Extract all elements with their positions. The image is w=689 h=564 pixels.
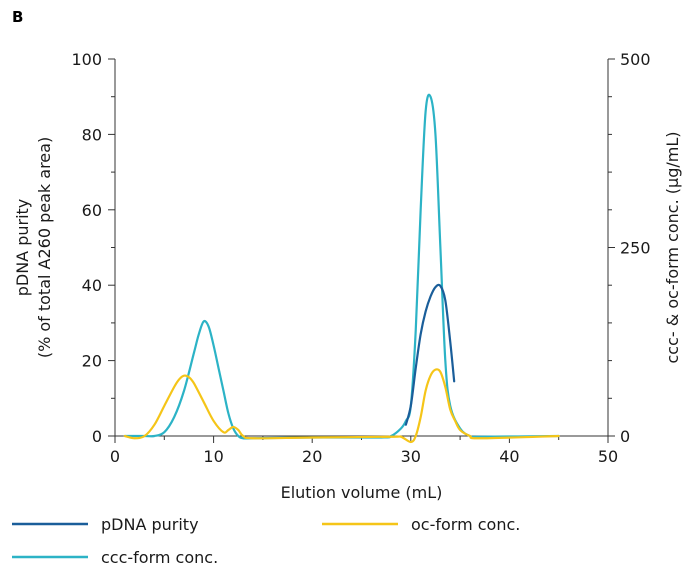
x-tick-label: 0 [110, 447, 120, 466]
series-line-pdna-purity [404, 283, 456, 426]
series-line-oc-form-conc [123, 368, 560, 444]
y-left-axis-title-line2: (% of total A260 peak area) [35, 137, 54, 358]
y-left-axis-title-line1: pDNA purity [13, 199, 32, 297]
y-right-axis-title: ccc- & oc-form conc. (µg/mL) [663, 132, 682, 364]
y-left-tick-label: 20 [82, 352, 102, 371]
y-left-tick-label: 100 [71, 50, 102, 69]
y-right-tick-label: 0 [620, 427, 630, 446]
y-left-tick-label: 80 [82, 125, 102, 144]
x-tick-label: 30 [401, 447, 421, 466]
legend: pDNA purity oc-form conc. ccc-form conc. [12, 515, 520, 564]
series-line-ccc-form-conc [123, 93, 560, 440]
y-right-tick-label: 500 [620, 50, 651, 69]
y-left-tick-label: 40 [82, 276, 102, 295]
x-tick-label: 40 [499, 447, 519, 466]
x-tick-label: 50 [598, 447, 618, 466]
y-left-tick-label: 0 [92, 427, 102, 446]
legend-label-oc-form-conc: oc-form conc. [411, 515, 520, 534]
legend-label-ccc-form-conc: ccc-form conc. [101, 548, 218, 564]
series-layer [123, 93, 560, 444]
y-right-tick-label: 250 [620, 239, 651, 258]
y-left-tick-label: 60 [82, 201, 102, 220]
x-tick-label: 10 [203, 447, 223, 466]
x-tick-label: 20 [302, 447, 322, 466]
legend-label-pdna-purity: pDNA purity [101, 515, 199, 534]
panel-label: B [12, 8, 23, 26]
x-axis-title: Elution volume (mL) [281, 483, 443, 502]
